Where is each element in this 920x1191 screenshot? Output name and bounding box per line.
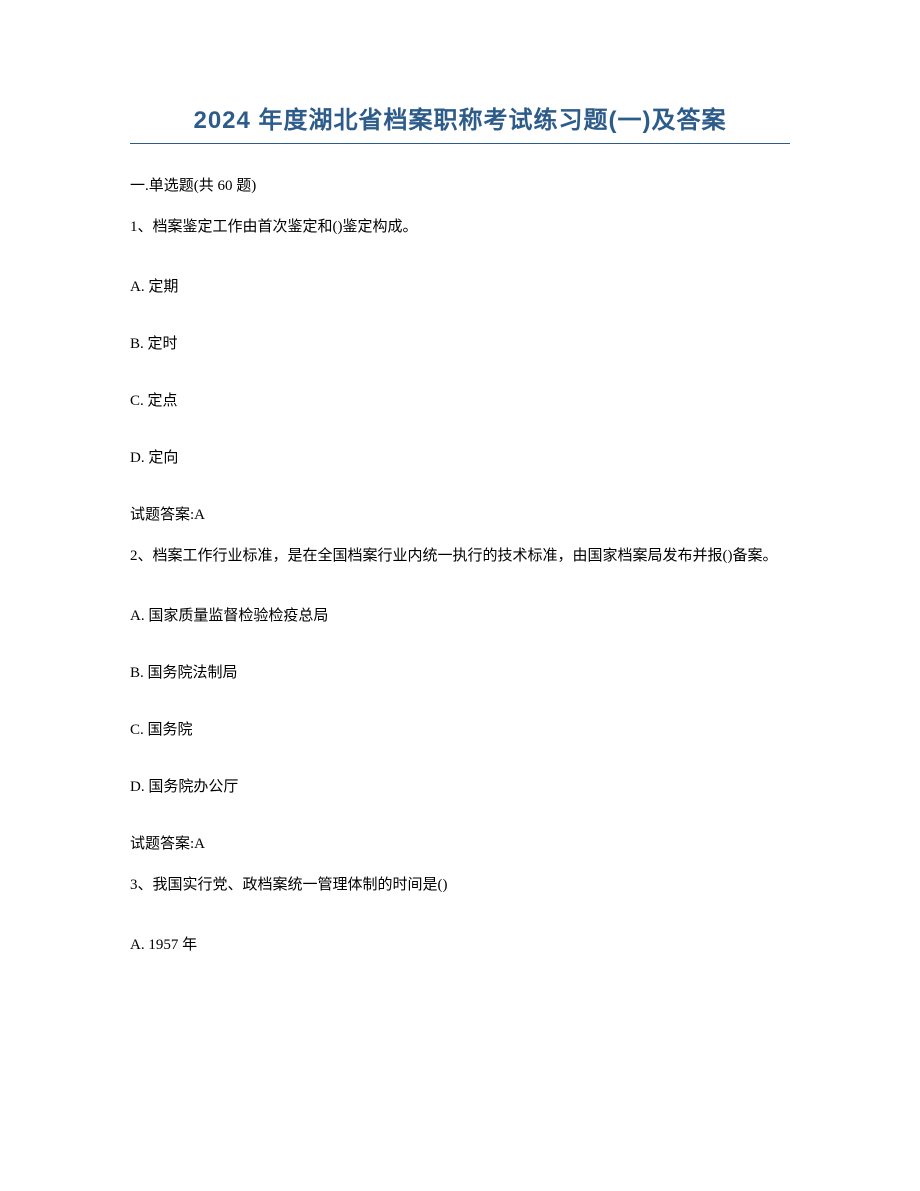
question-1-option-b: B. 定时: [130, 332, 790, 353]
question-2-option-d: D. 国务院办公厅: [130, 775, 790, 796]
question-2-option-b: B. 国务院法制局: [130, 661, 790, 682]
question-1-answer: 试题答案:A: [130, 503, 790, 524]
question-3-option-a: A. 1957 年: [130, 933, 790, 954]
question-3-text: 3、我国实行党、政档案统一管理体制的时间是(): [130, 873, 790, 897]
question-1-option-d: D. 定向: [130, 446, 790, 467]
question-1-option-a: A. 定期: [130, 275, 790, 296]
question-2-text: 2、档案工作行业标准，是在全国档案行业内统一执行的技术标准，由国家档案局发布并报…: [130, 544, 790, 568]
document-title: 2024 年度湖北省档案职称考试练习题(一)及答案: [130, 100, 790, 135]
question-1-text: 1、档案鉴定工作由首次鉴定和()鉴定构成。: [130, 215, 790, 239]
question-2-answer: 试题答案:A: [130, 832, 790, 853]
section-header: 一.单选题(共 60 题): [130, 174, 790, 195]
question-1-option-c: C. 定点: [130, 389, 790, 410]
question-2-option-a: A. 国家质量监督检验检疫总局: [130, 604, 790, 625]
question-2-option-c: C. 国务院: [130, 718, 790, 739]
title-underline: [130, 143, 790, 144]
